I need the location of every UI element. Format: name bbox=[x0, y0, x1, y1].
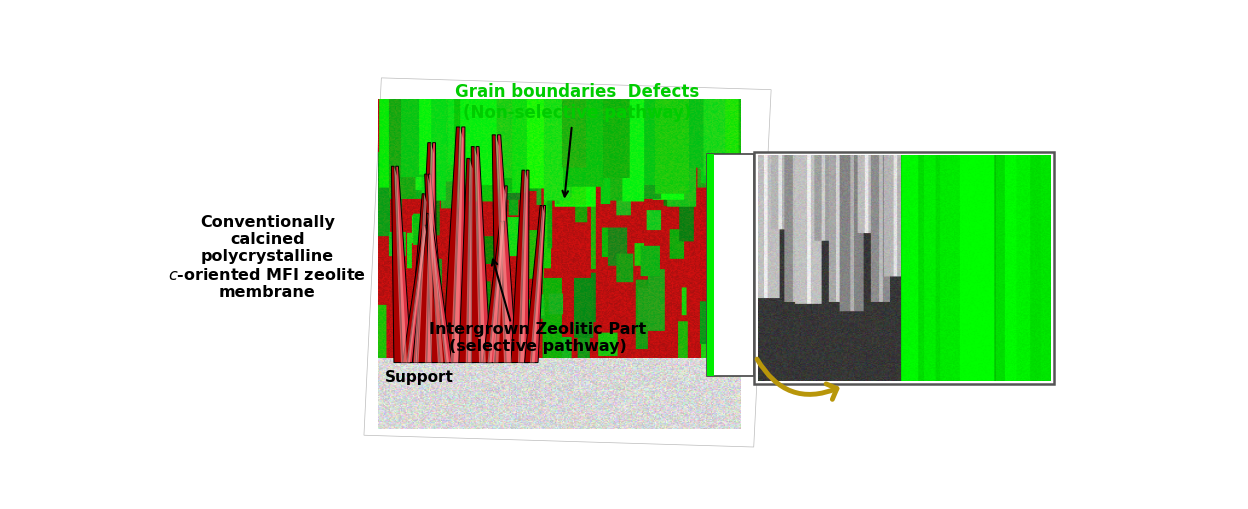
Polygon shape bbox=[428, 214, 449, 363]
Polygon shape bbox=[510, 171, 524, 363]
Polygon shape bbox=[392, 167, 403, 363]
Text: Support: Support bbox=[384, 369, 453, 384]
Polygon shape bbox=[477, 147, 490, 363]
Polygon shape bbox=[487, 186, 503, 363]
FancyArrowPatch shape bbox=[758, 359, 837, 400]
Polygon shape bbox=[495, 135, 512, 363]
Polygon shape bbox=[403, 225, 424, 363]
Polygon shape bbox=[427, 175, 443, 363]
Polygon shape bbox=[532, 206, 545, 363]
Polygon shape bbox=[489, 222, 504, 363]
Polygon shape bbox=[518, 171, 528, 363]
Polygon shape bbox=[459, 159, 469, 363]
Polygon shape bbox=[429, 214, 452, 363]
Polygon shape bbox=[424, 144, 434, 363]
Polygon shape bbox=[488, 222, 504, 363]
Polygon shape bbox=[519, 171, 529, 363]
Polygon shape bbox=[427, 144, 437, 363]
Polygon shape bbox=[396, 167, 412, 363]
Polygon shape bbox=[524, 206, 542, 363]
Text: Intergrown Zeolitic Part
(selective pathway): Intergrown Zeolitic Part (selective path… bbox=[429, 321, 646, 354]
Polygon shape bbox=[483, 222, 502, 363]
Bar bbox=[754, 153, 1053, 384]
Polygon shape bbox=[451, 128, 463, 363]
Polygon shape bbox=[424, 175, 439, 363]
Polygon shape bbox=[442, 128, 459, 363]
Text: Grain boundaries  Defects
(Non-selective pathway): Grain boundaries Defects (Non-selective … bbox=[454, 83, 699, 122]
Polygon shape bbox=[407, 225, 426, 363]
Polygon shape bbox=[427, 214, 447, 363]
Bar bbox=[708, 155, 754, 377]
Polygon shape bbox=[408, 194, 424, 363]
Polygon shape bbox=[407, 225, 427, 363]
Text: Conventionally
calcined
polycrystalline
$c$-oriented MFI zeolite
membrane: Conventionally calcined polycrystalline … bbox=[168, 214, 366, 300]
Polygon shape bbox=[474, 147, 485, 363]
Polygon shape bbox=[494, 186, 507, 363]
Polygon shape bbox=[417, 144, 431, 363]
Polygon shape bbox=[493, 186, 507, 363]
Polygon shape bbox=[468, 159, 477, 363]
Polygon shape bbox=[394, 167, 407, 363]
Polygon shape bbox=[414, 194, 427, 363]
Bar bbox=[708, 155, 714, 377]
Polygon shape bbox=[428, 175, 447, 363]
Polygon shape bbox=[364, 79, 771, 447]
Polygon shape bbox=[492, 135, 507, 363]
Polygon shape bbox=[498, 135, 517, 363]
Polygon shape bbox=[466, 159, 473, 363]
Polygon shape bbox=[472, 147, 480, 363]
Polygon shape bbox=[530, 206, 544, 363]
Polygon shape bbox=[453, 128, 466, 363]
Polygon shape bbox=[416, 194, 428, 363]
